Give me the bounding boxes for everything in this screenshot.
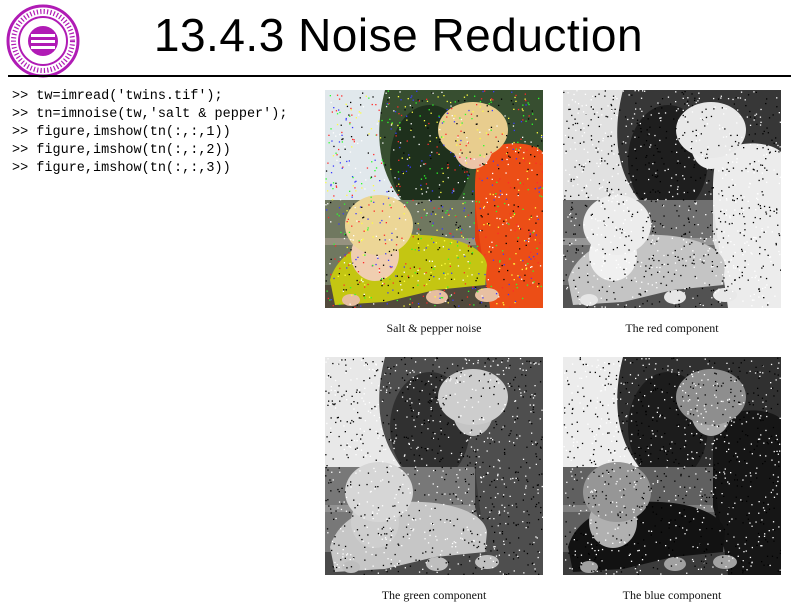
photo-salt-pepper-noise <box>325 90 543 308</box>
photo-boy1-hair <box>583 195 651 255</box>
salt-pepper-noise <box>325 90 543 308</box>
code-line: >> figure,imshow(tn(:,:,2)) <box>12 143 231 158</box>
university-seal-icon <box>6 4 80 78</box>
photo-hand1 <box>426 557 448 571</box>
photo-hand2 <box>475 288 499 302</box>
code-line: >> tw=imread('twins.tif'); <box>12 89 223 104</box>
photo-canvas <box>325 357 543 575</box>
photo-boy2-hair <box>676 102 746 158</box>
caption-red-component: The red component <box>625 321 719 335</box>
photo-hand1 <box>426 290 448 304</box>
salt-pepper-noise <box>563 90 781 308</box>
photo-canvas <box>325 90 543 308</box>
photo-boy2-hair <box>438 102 508 158</box>
code-block: >> tw=imread('twins.tif'); >> tn=imnoise(… <box>12 88 287 178</box>
photo-green-component <box>325 357 543 575</box>
photo-canvas <box>563 357 781 575</box>
photo-hand3 <box>580 294 598 306</box>
caption-green-component: The green component <box>381 588 487 602</box>
code-line: >> tn=imnoise(tw,'salt & pepper'); <box>12 107 288 122</box>
photo-red-component <box>563 90 781 308</box>
salt-pepper-noise <box>325 357 543 575</box>
code-line: >> figure,imshow(tn(:,:,1)) <box>12 125 231 140</box>
photo-hand3 <box>342 294 360 306</box>
code-line: >> figure,imshow(tn(:,:,3)) <box>12 161 231 176</box>
photo-canvas <box>563 90 781 308</box>
photo-boy1-hair <box>345 462 413 522</box>
photo-boy2-hair <box>438 369 508 425</box>
photo-blue-component <box>563 357 781 575</box>
photo-boy2-shirt <box>475 410 543 575</box>
slide-title: 13.4.3 Noise Reduction <box>153 9 644 61</box>
photo-boy2-hair <box>676 369 746 425</box>
photo-hand1 <box>664 557 686 571</box>
photo-hand1 <box>664 290 686 304</box>
photo-boy1-hair <box>345 195 413 255</box>
photo-hand3 <box>580 561 598 573</box>
title-divider <box>8 75 791 77</box>
caption-salt-pepper-noise: Salt & pepper noise <box>386 321 482 335</box>
photo-hand2 <box>713 288 737 302</box>
caption-blue-component: The blue component <box>622 588 722 602</box>
photo-hand2 <box>713 555 737 569</box>
salt-pepper-noise <box>563 357 781 575</box>
photo-boy1-hair <box>583 462 651 522</box>
photo-hand2 <box>475 555 499 569</box>
